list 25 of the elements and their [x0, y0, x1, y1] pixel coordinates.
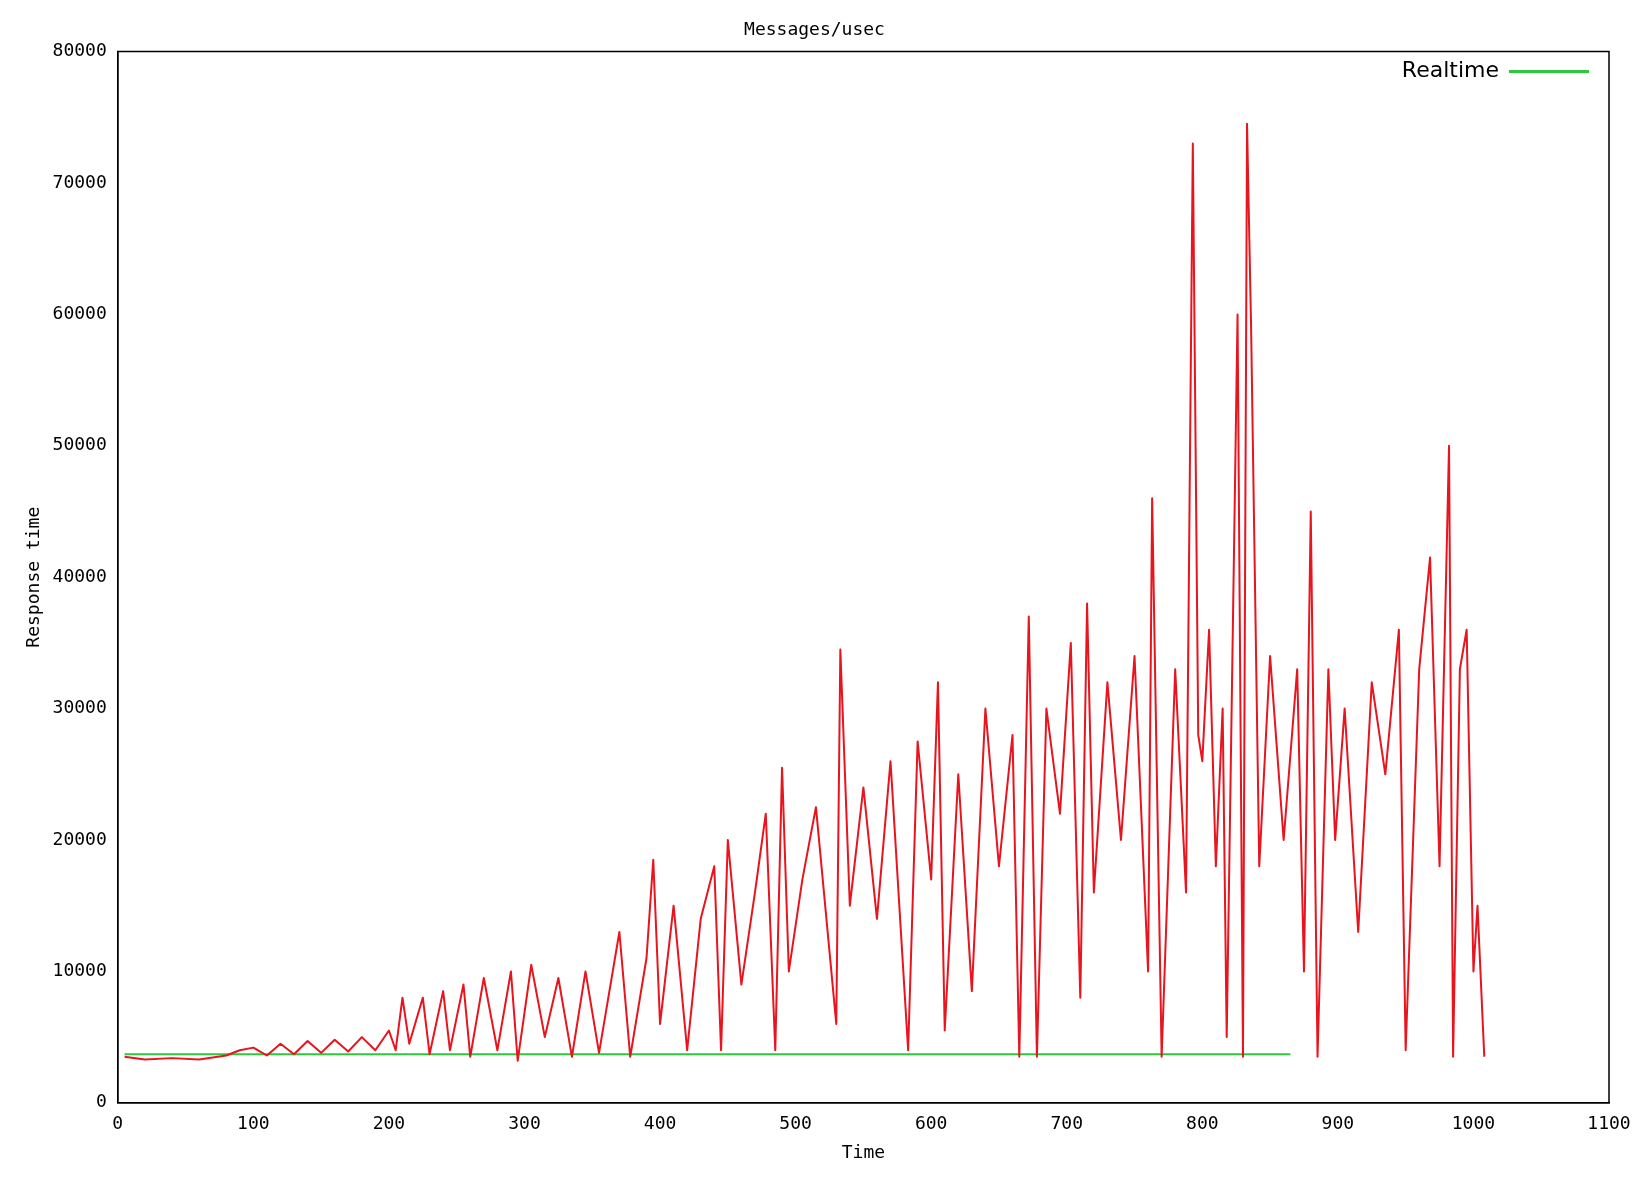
- x-axis-title: Time: [841, 1140, 886, 1162]
- x-tick-label: 1000: [1451, 1112, 1496, 1134]
- x-tick-label: 500: [779, 1112, 812, 1134]
- y-axis-title: Response time: [22, 506, 44, 648]
- x-tick-label: 400: [643, 1112, 677, 1134]
- y-tick-label: 10000: [52, 959, 107, 981]
- x-tick-label: 1100: [1587, 1112, 1631, 1134]
- y-tick-label: 40000: [52, 564, 107, 586]
- x-tick-label: 300: [508, 1112, 541, 1134]
- y-tick-label: 60000: [52, 302, 107, 324]
- y-tick-label: 20000: [52, 827, 107, 849]
- x-tick-label: 100: [237, 1112, 270, 1134]
- x-tick-label: 900: [1321, 1112, 1355, 1134]
- x-tick-label: 700: [1050, 1112, 1083, 1134]
- y-tick-label: 0: [95, 1090, 107, 1112]
- x-tick-label: 0: [112, 1112, 124, 1134]
- y-tick-label: 50000: [52, 433, 107, 455]
- y-tick-label: 70000: [52, 170, 107, 192]
- x-tick-label: 600: [914, 1112, 948, 1134]
- legend-label: Realtime: [1401, 57, 1499, 83]
- x-tick-label: 200: [372, 1112, 406, 1134]
- chart-title: Messages/usec: [744, 18, 885, 40]
- y-tick-label: 80000: [52, 39, 107, 61]
- x-tick-label: 800: [1186, 1112, 1219, 1134]
- y-tick-label: 30000: [52, 696, 107, 718]
